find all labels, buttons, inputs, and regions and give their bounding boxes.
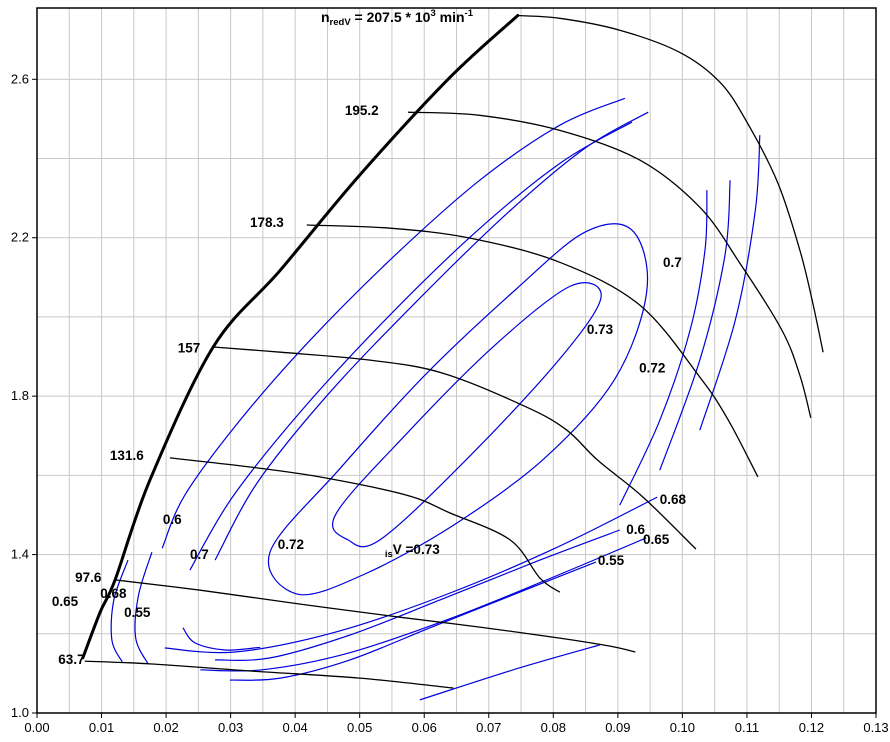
efficiency-contour-0.7	[659, 180, 731, 471]
speed-line-label: 195.2	[345, 103, 379, 118]
x-axis-tick-label: 0.02	[153, 720, 178, 735]
efficiency-contour-0.6	[699, 135, 761, 431]
speed-line-label: 97.6	[75, 570, 102, 585]
speed-line-97.6	[115, 579, 636, 653]
x-axis-tick-label: 0.05	[347, 720, 372, 735]
y-axis-tick-label: 1.0	[11, 705, 29, 720]
efficiency-contour-0.7	[182, 627, 261, 651]
y-axis-tick-label: 2.2	[11, 230, 29, 245]
x-axis-tick-label: 0.10	[670, 720, 695, 735]
speed-line-178.3	[306, 224, 759, 478]
efficiency-label: 0.55	[598, 553, 625, 568]
x-axis-tick-label: 0.03	[218, 720, 243, 735]
efficiency-label: 0.68	[660, 492, 687, 507]
efficiency-contour-0.65	[200, 537, 647, 672]
speed-line-195.2	[408, 111, 812, 419]
efficiency-label: 0.73	[587, 322, 614, 337]
efficiency-contour-0.55	[229, 561, 597, 681]
speed-line-63.7	[84, 660, 454, 689]
y-axis-tick-label: 1.4	[11, 547, 29, 562]
x-axis-tick-label: 0.11	[735, 720, 759, 735]
efficiency-label: 0.65	[52, 594, 79, 609]
efficiency-contour-0.6	[134, 552, 153, 665]
efficiency-label: 0.72	[278, 537, 304, 552]
speed-line-label: 178.3	[250, 215, 284, 230]
speed-line-157	[213, 346, 697, 550]
y-axis-tick-label: 1.8	[11, 388, 29, 403]
x-axis-tick-label: 0.00	[24, 720, 49, 735]
efficiency-contour-0.6	[215, 529, 621, 661]
efficiency-label: 0.72	[639, 361, 665, 376]
efficiency-label: 0.55	[124, 605, 151, 620]
x-axis-tick-label: 0.08	[541, 720, 566, 735]
efficiency-label: 0.6	[163, 512, 182, 527]
x-axis-tick-label: 0.06	[412, 720, 437, 735]
efficiency-contour-0.68	[214, 111, 649, 561]
efficiency-contour-0.55	[110, 559, 129, 663]
speed-line-label: 157	[178, 340, 201, 355]
efficiency-contour-0.55	[419, 644, 600, 701]
x-axis-tick-label: 0.07	[476, 720, 501, 735]
efficiency-label: 0.65	[643, 532, 670, 547]
plot-border	[36, 7, 877, 714]
iso-efficiency-annotation: isV =0.73	[385, 542, 440, 560]
efficiency-contour-0.6	[161, 97, 626, 549]
speed-line-label: 131.6	[110, 448, 144, 463]
efficiency-contour-0.68	[619, 190, 708, 506]
surge-line	[81, 14, 520, 660]
efficiency-label: 0.68	[100, 586, 127, 601]
efficiency-contour-0.73	[331, 282, 602, 548]
efficiency-label: 0.7	[190, 547, 209, 562]
efficiency-label: 0.7	[663, 255, 682, 270]
x-axis-tick-label: 0.04	[282, 720, 307, 735]
efficiency-label: 0.6	[626, 522, 645, 537]
speed-line-label: 63.7	[58, 652, 84, 667]
efficiency-contour-0.72	[267, 223, 649, 596]
x-axis-tick-label: 0.12	[799, 720, 824, 735]
x-axis-tick-label: 0.01	[89, 720, 114, 735]
chart-title: nredV = 207.5 * 103 min-1	[321, 8, 474, 28]
efficiency-contour-0.7	[189, 121, 633, 571]
y-axis-tick-label: 2.6	[11, 71, 29, 86]
x-axis-tick-label: 0.13	[863, 720, 888, 735]
x-axis-tick-label: 0.09	[605, 720, 630, 735]
speed-line-131.6	[169, 457, 561, 593]
speed-line-top	[517, 14, 824, 353]
efficiency-contour-0.68	[164, 496, 658, 654]
